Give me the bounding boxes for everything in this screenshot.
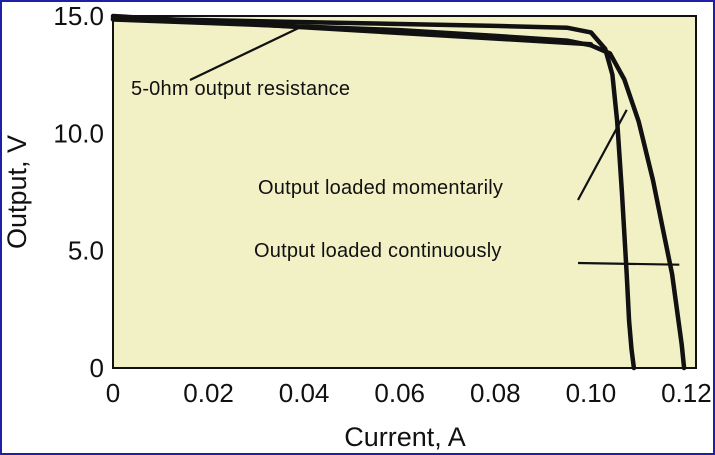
x-tick-label: 0.06 [374, 378, 425, 408]
x-tick-label: 0.10 [566, 378, 617, 408]
x-tick-labels: 0 0.02 0.04 0.06 0.08 0.10 0.12 [106, 378, 712, 408]
y-tick-label: 0 [90, 353, 104, 383]
x-tick-label: 0.02 [183, 378, 234, 408]
y-axis-title: Output, V [2, 135, 32, 249]
annotation-labels: 5-0hm output resistance Output loaded mom… [131, 78, 503, 262]
curves-layer [110, 13, 687, 371]
annotation-leaders [189, 24, 680, 266]
leader-resistance [189, 24, 305, 81]
leader-continuous [577, 261, 680, 266]
curve-continuous [110, 17, 687, 371]
annotation-continuous: Output loaded continuously [254, 240, 502, 262]
y-tick-label: 10.0 [53, 118, 104, 148]
x-tick-label: 0 [106, 378, 120, 408]
leader-momentary [577, 109, 628, 201]
x-tick-label: 0.04 [279, 378, 330, 408]
annotation-resistance: 5-0hm output resistance [131, 78, 350, 100]
y-tick-labels: 0 5.0 10.0 15.0 [53, 1, 104, 383]
y-tick-label: 5.0 [68, 236, 104, 266]
plot-area [112, 15, 697, 369]
x-axis-title: Current, A [344, 422, 466, 452]
curve-momentary [110, 16, 637, 371]
y-tick-label: 15.0 [53, 1, 104, 31]
x-tick-label: 0.12 [661, 378, 712, 408]
annotation-momentary: Output loaded momentarily [258, 177, 503, 199]
x-tick-label: 0.08 [470, 378, 521, 408]
